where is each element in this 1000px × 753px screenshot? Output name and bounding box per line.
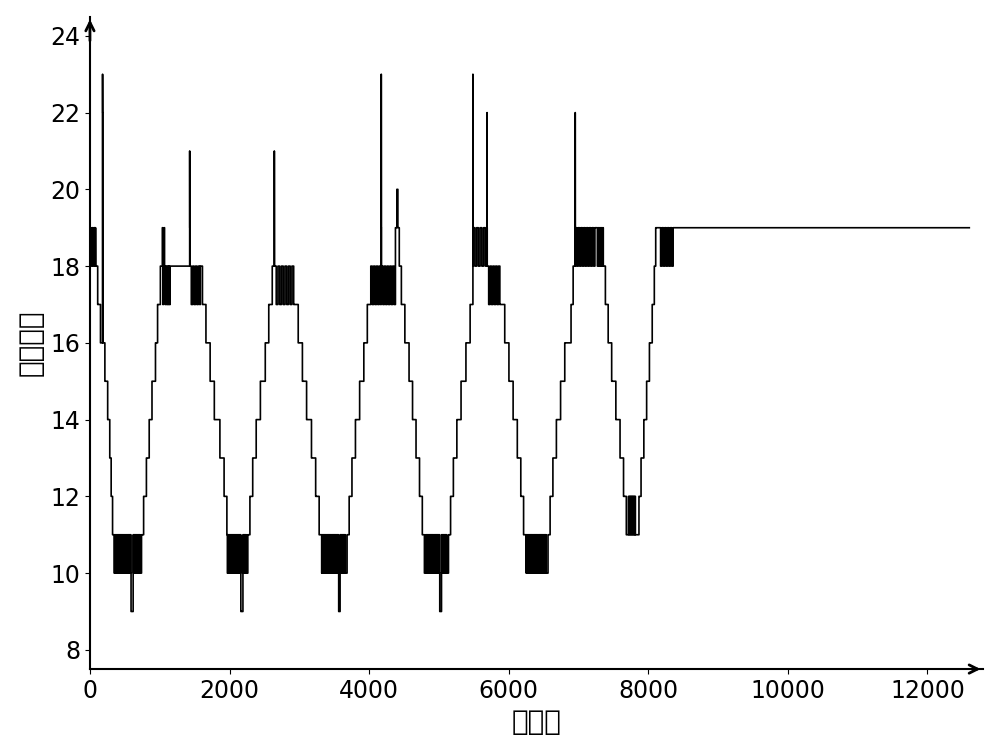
Y-axis label: 电压排名: 电压排名 <box>17 309 45 376</box>
X-axis label: 采样点: 采样点 <box>512 709 562 736</box>
